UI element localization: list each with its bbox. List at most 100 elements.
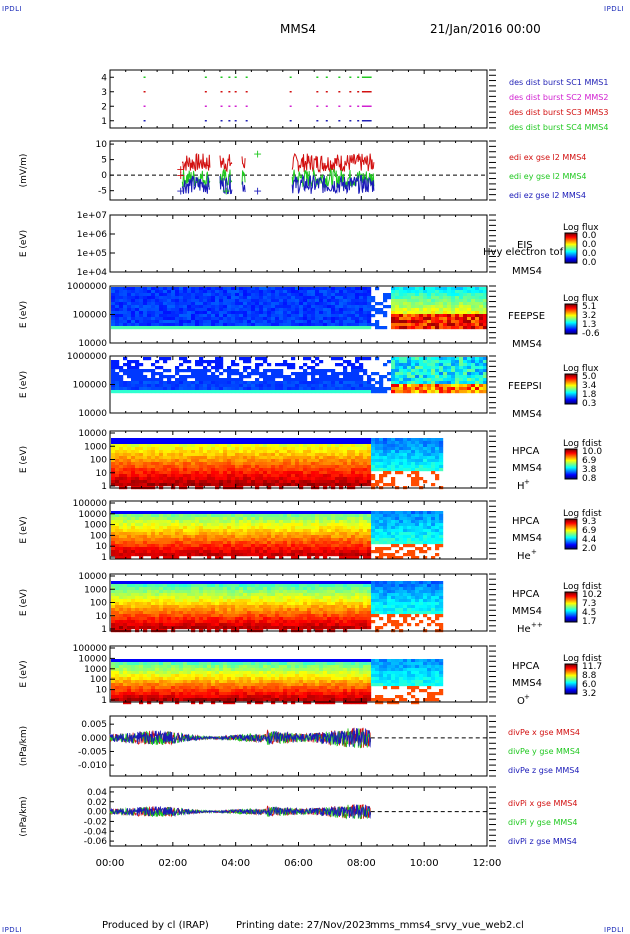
heatmap-cell xyxy=(327,514,332,518)
heatmap-cell xyxy=(167,465,172,469)
heatmap-cell xyxy=(215,556,220,560)
heatmap-cell xyxy=(295,532,300,536)
heatmap-cell xyxy=(183,511,188,515)
heatmap-cell xyxy=(163,323,168,327)
colorbar-step xyxy=(565,236,577,238)
heatmap-cell xyxy=(299,529,304,533)
heatmap-cell xyxy=(323,384,328,388)
heatmap-cell xyxy=(271,462,276,466)
heatmap-cell xyxy=(231,360,236,364)
heatmap-cell xyxy=(455,360,460,364)
heatmap-cell xyxy=(407,453,412,457)
heatmap-cell xyxy=(159,456,164,460)
heatmap-cell xyxy=(275,323,280,327)
heatmap-cell xyxy=(123,474,128,478)
heatmap-cell xyxy=(431,459,436,463)
heatmap-cell xyxy=(463,323,468,327)
heatmap-cell xyxy=(135,317,140,321)
heatmap-cell xyxy=(307,390,312,394)
heatmap-cell xyxy=(243,444,248,448)
heatmap-cell xyxy=(235,290,240,294)
heatmap-cell xyxy=(187,459,192,463)
heatmap-cell xyxy=(335,363,340,367)
heatmap-cell xyxy=(347,320,352,324)
heatmap-cell xyxy=(399,308,404,312)
heatmap-cell xyxy=(299,293,304,297)
heatmap-cell xyxy=(251,529,256,533)
heatmap-cell xyxy=(207,538,212,542)
heatmap-cell xyxy=(187,553,192,557)
heatmap-cell xyxy=(275,441,280,445)
heatmap-cell xyxy=(215,326,220,330)
heatmap-cell xyxy=(119,523,124,527)
heatmap-cell xyxy=(303,517,308,521)
heatmap-cell xyxy=(243,523,248,527)
heatmap-cell xyxy=(399,305,404,309)
heatmap-cell xyxy=(203,474,208,478)
heatmap-cell xyxy=(415,471,420,475)
heatmap-cell xyxy=(291,366,296,370)
heatmap-cell xyxy=(467,311,472,315)
y-tick-label: 1000000 xyxy=(67,282,107,292)
heatmap-cell xyxy=(163,511,168,515)
heatmap-cell xyxy=(195,541,200,545)
heatmap-cell xyxy=(143,526,148,530)
heatmap-cell xyxy=(407,375,412,379)
heatmap-cell xyxy=(159,477,164,481)
heatmap-cell xyxy=(283,305,288,309)
heatmap-cell xyxy=(403,287,408,291)
heatmap-cell xyxy=(119,438,124,442)
heatmap-cell xyxy=(423,390,428,394)
heatmap-cell xyxy=(147,441,152,445)
heatmap-cell xyxy=(123,450,128,454)
heatmap-cell xyxy=(403,384,408,388)
heatmap-cell xyxy=(247,483,252,487)
heatmap-cell xyxy=(187,535,192,539)
heatmap-cell xyxy=(299,453,304,457)
heatmap-cell xyxy=(275,511,280,515)
heatmap-cell xyxy=(151,474,156,478)
heatmap-cell xyxy=(307,471,312,475)
heatmap-cell xyxy=(143,474,148,478)
heatmap-cell xyxy=(479,320,484,324)
heatmap-cell xyxy=(127,360,132,364)
heatmap-cell xyxy=(267,378,272,382)
heatmap-cell xyxy=(243,450,248,454)
heatmap-cell xyxy=(231,384,236,388)
heatmap-cell xyxy=(159,517,164,521)
heatmap-cell xyxy=(159,459,164,463)
heatmap-cell xyxy=(191,320,196,324)
heatmap-cell xyxy=(295,462,300,466)
heatmap-cell xyxy=(303,456,308,460)
heatmap-cell xyxy=(115,320,120,324)
heatmap-cell xyxy=(419,287,424,291)
heatmap-cell xyxy=(291,441,296,445)
heatmap-cell xyxy=(359,471,364,475)
colorbar-tick-label: 5.1 xyxy=(582,302,596,312)
heatmap-cell xyxy=(319,299,324,303)
heatmap-cell xyxy=(411,459,416,463)
heatmap-cell xyxy=(287,293,292,297)
heatmap-cell xyxy=(199,308,204,312)
heatmap-cell xyxy=(203,468,208,472)
heatmap-cell xyxy=(243,287,248,291)
heatmap-cell xyxy=(423,462,428,466)
heatmap-cell xyxy=(131,529,136,533)
heatmap-cell xyxy=(279,299,284,303)
heatmap-cell xyxy=(191,474,196,478)
heatmap-cell xyxy=(159,483,164,487)
heatmap-cell xyxy=(283,456,288,460)
heatmap-cell xyxy=(335,474,340,478)
heatmap-cell xyxy=(471,296,476,300)
heatmap-cell xyxy=(343,369,348,373)
heatmap-cell xyxy=(187,550,192,554)
heatmap-cell xyxy=(415,308,420,312)
heatmap-cell xyxy=(263,514,268,518)
heatmap-cell xyxy=(243,477,248,481)
heatmap-cell xyxy=(283,520,288,524)
heatmap-cell xyxy=(279,447,284,451)
heatmap-cell xyxy=(339,384,344,388)
heatmap-cell xyxy=(271,477,276,481)
heatmap-cell xyxy=(423,468,428,472)
heatmap-cell xyxy=(259,547,264,551)
